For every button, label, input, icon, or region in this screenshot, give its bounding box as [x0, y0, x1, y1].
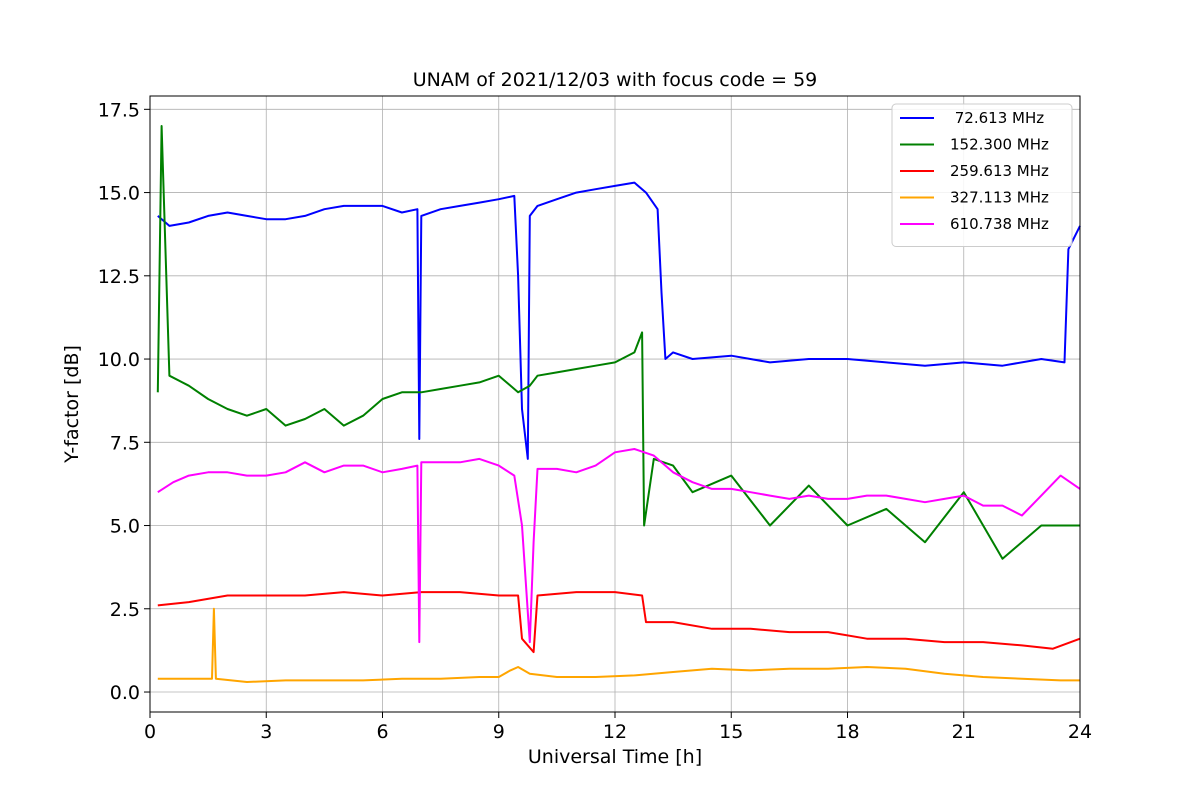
x-tick-label: 21: [952, 721, 976, 743]
series-line-1: [156, 125, 1080, 560]
series-line-4: [157, 448, 1081, 644]
x-tick-label: 0: [144, 721, 156, 743]
x-tick-label: 18: [835, 721, 859, 743]
chart-title: UNAM of 2021/12/03 with focus code = 59: [413, 69, 818, 91]
legend-label: 259.613 MHz: [950, 162, 1049, 180]
y-tick-label: 17.5: [98, 99, 140, 121]
legend: 72.613 MHz 152.300 MHz 259.613 MHz 327.113 …: [891, 103, 1073, 247]
x-tick-label: 15: [719, 721, 743, 743]
legend-box: [891, 103, 1073, 247]
x-tick-label: 3: [260, 721, 272, 743]
series-line-2: [157, 591, 1081, 654]
x-tick-label: 24: [1068, 721, 1092, 743]
legend-label: 610.738 MHz: [950, 215, 1049, 233]
series-line-3: [157, 607, 1080, 683]
y-tick-label: 10.0: [98, 349, 140, 371]
y-tick-label: 12.5: [98, 266, 140, 288]
legend-label: 152.300 MHz: [950, 136, 1049, 154]
x-tick-label: 12: [603, 721, 627, 743]
x-tick-label: 6: [376, 721, 388, 743]
series-line-0: [157, 181, 1081, 460]
legend-label: 72.613 MHz: [950, 109, 1044, 127]
y-tick-label: 15.0: [98, 183, 140, 205]
grid: [149, 96, 1081, 712]
y-tick-label: 5.0: [110, 516, 140, 538]
y-tick-label: 2.5: [110, 599, 140, 621]
y-axis-ticks: 0.0 2.5 5.0 7.5 10.0 12.5 15.0 17.5: [98, 99, 150, 704]
plot-area: [156, 125, 1081, 683]
x-tick-label: 9: [493, 721, 505, 743]
y-tick-label: 7.5: [110, 432, 140, 454]
x-axis-label: Universal Time [h]: [528, 746, 702, 768]
y-axis-label: Y-factor [dB]: [61, 345, 83, 464]
x-axis-ticks: 0 3 6 9 12 15 18 21 24: [144, 712, 1092, 743]
y-tick-label: 0.0: [110, 682, 140, 704]
legend-label: 327.113 MHz: [950, 189, 1049, 207]
